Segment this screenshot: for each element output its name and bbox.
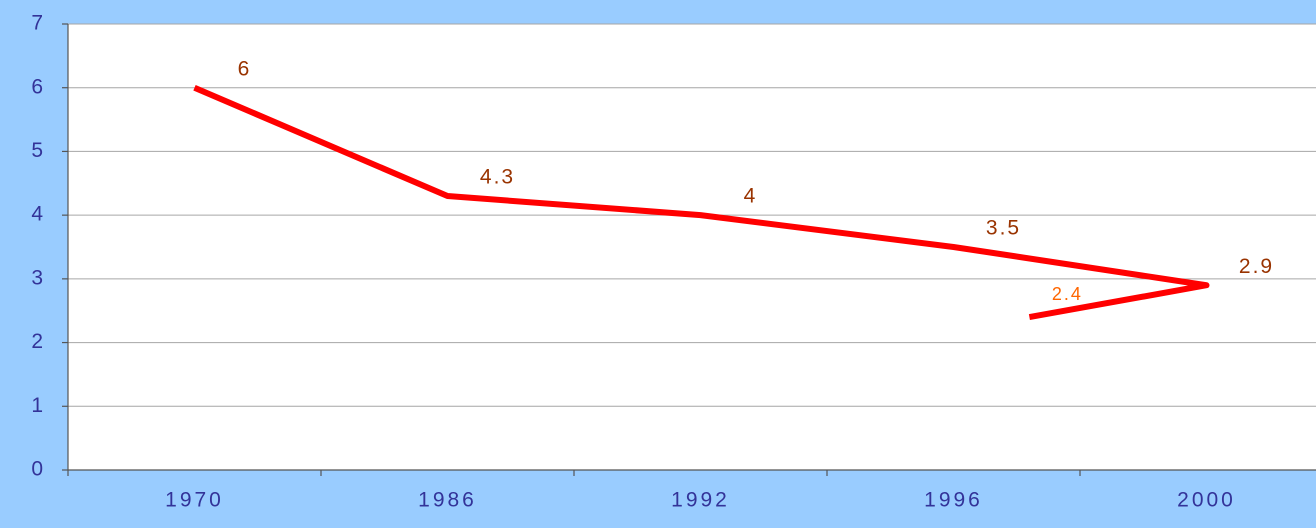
data-label: 6 xyxy=(238,57,252,80)
y-tick-label: 3 xyxy=(31,266,46,289)
x-tick-label: 1970 xyxy=(165,489,224,512)
data-label: 4.3 xyxy=(480,166,515,189)
y-tick-label: 0 xyxy=(31,458,46,481)
y-tick-label: 6 xyxy=(31,75,46,98)
data-label: 3.5 xyxy=(986,217,1021,240)
line xyxy=(193,84,1210,321)
y-tick-label: 2 xyxy=(31,330,46,353)
data-label: 4 xyxy=(744,185,758,208)
y-tick-label: 4 xyxy=(31,203,46,226)
data-label: 2.9 xyxy=(1239,255,1274,278)
y-tick-label: 5 xyxy=(31,139,46,162)
x-tick-label: 1986 xyxy=(418,489,477,512)
data-label: 2.4 xyxy=(1052,284,1083,304)
x-tick-label: 1992 xyxy=(671,489,730,512)
x-tick-label: 1996 xyxy=(924,489,983,512)
y-tick-label: 1 xyxy=(31,394,46,417)
plot-area xyxy=(68,24,1316,470)
x-tick-label: 2000 xyxy=(1177,489,1236,512)
y-tick-label: 7 xyxy=(31,12,46,35)
